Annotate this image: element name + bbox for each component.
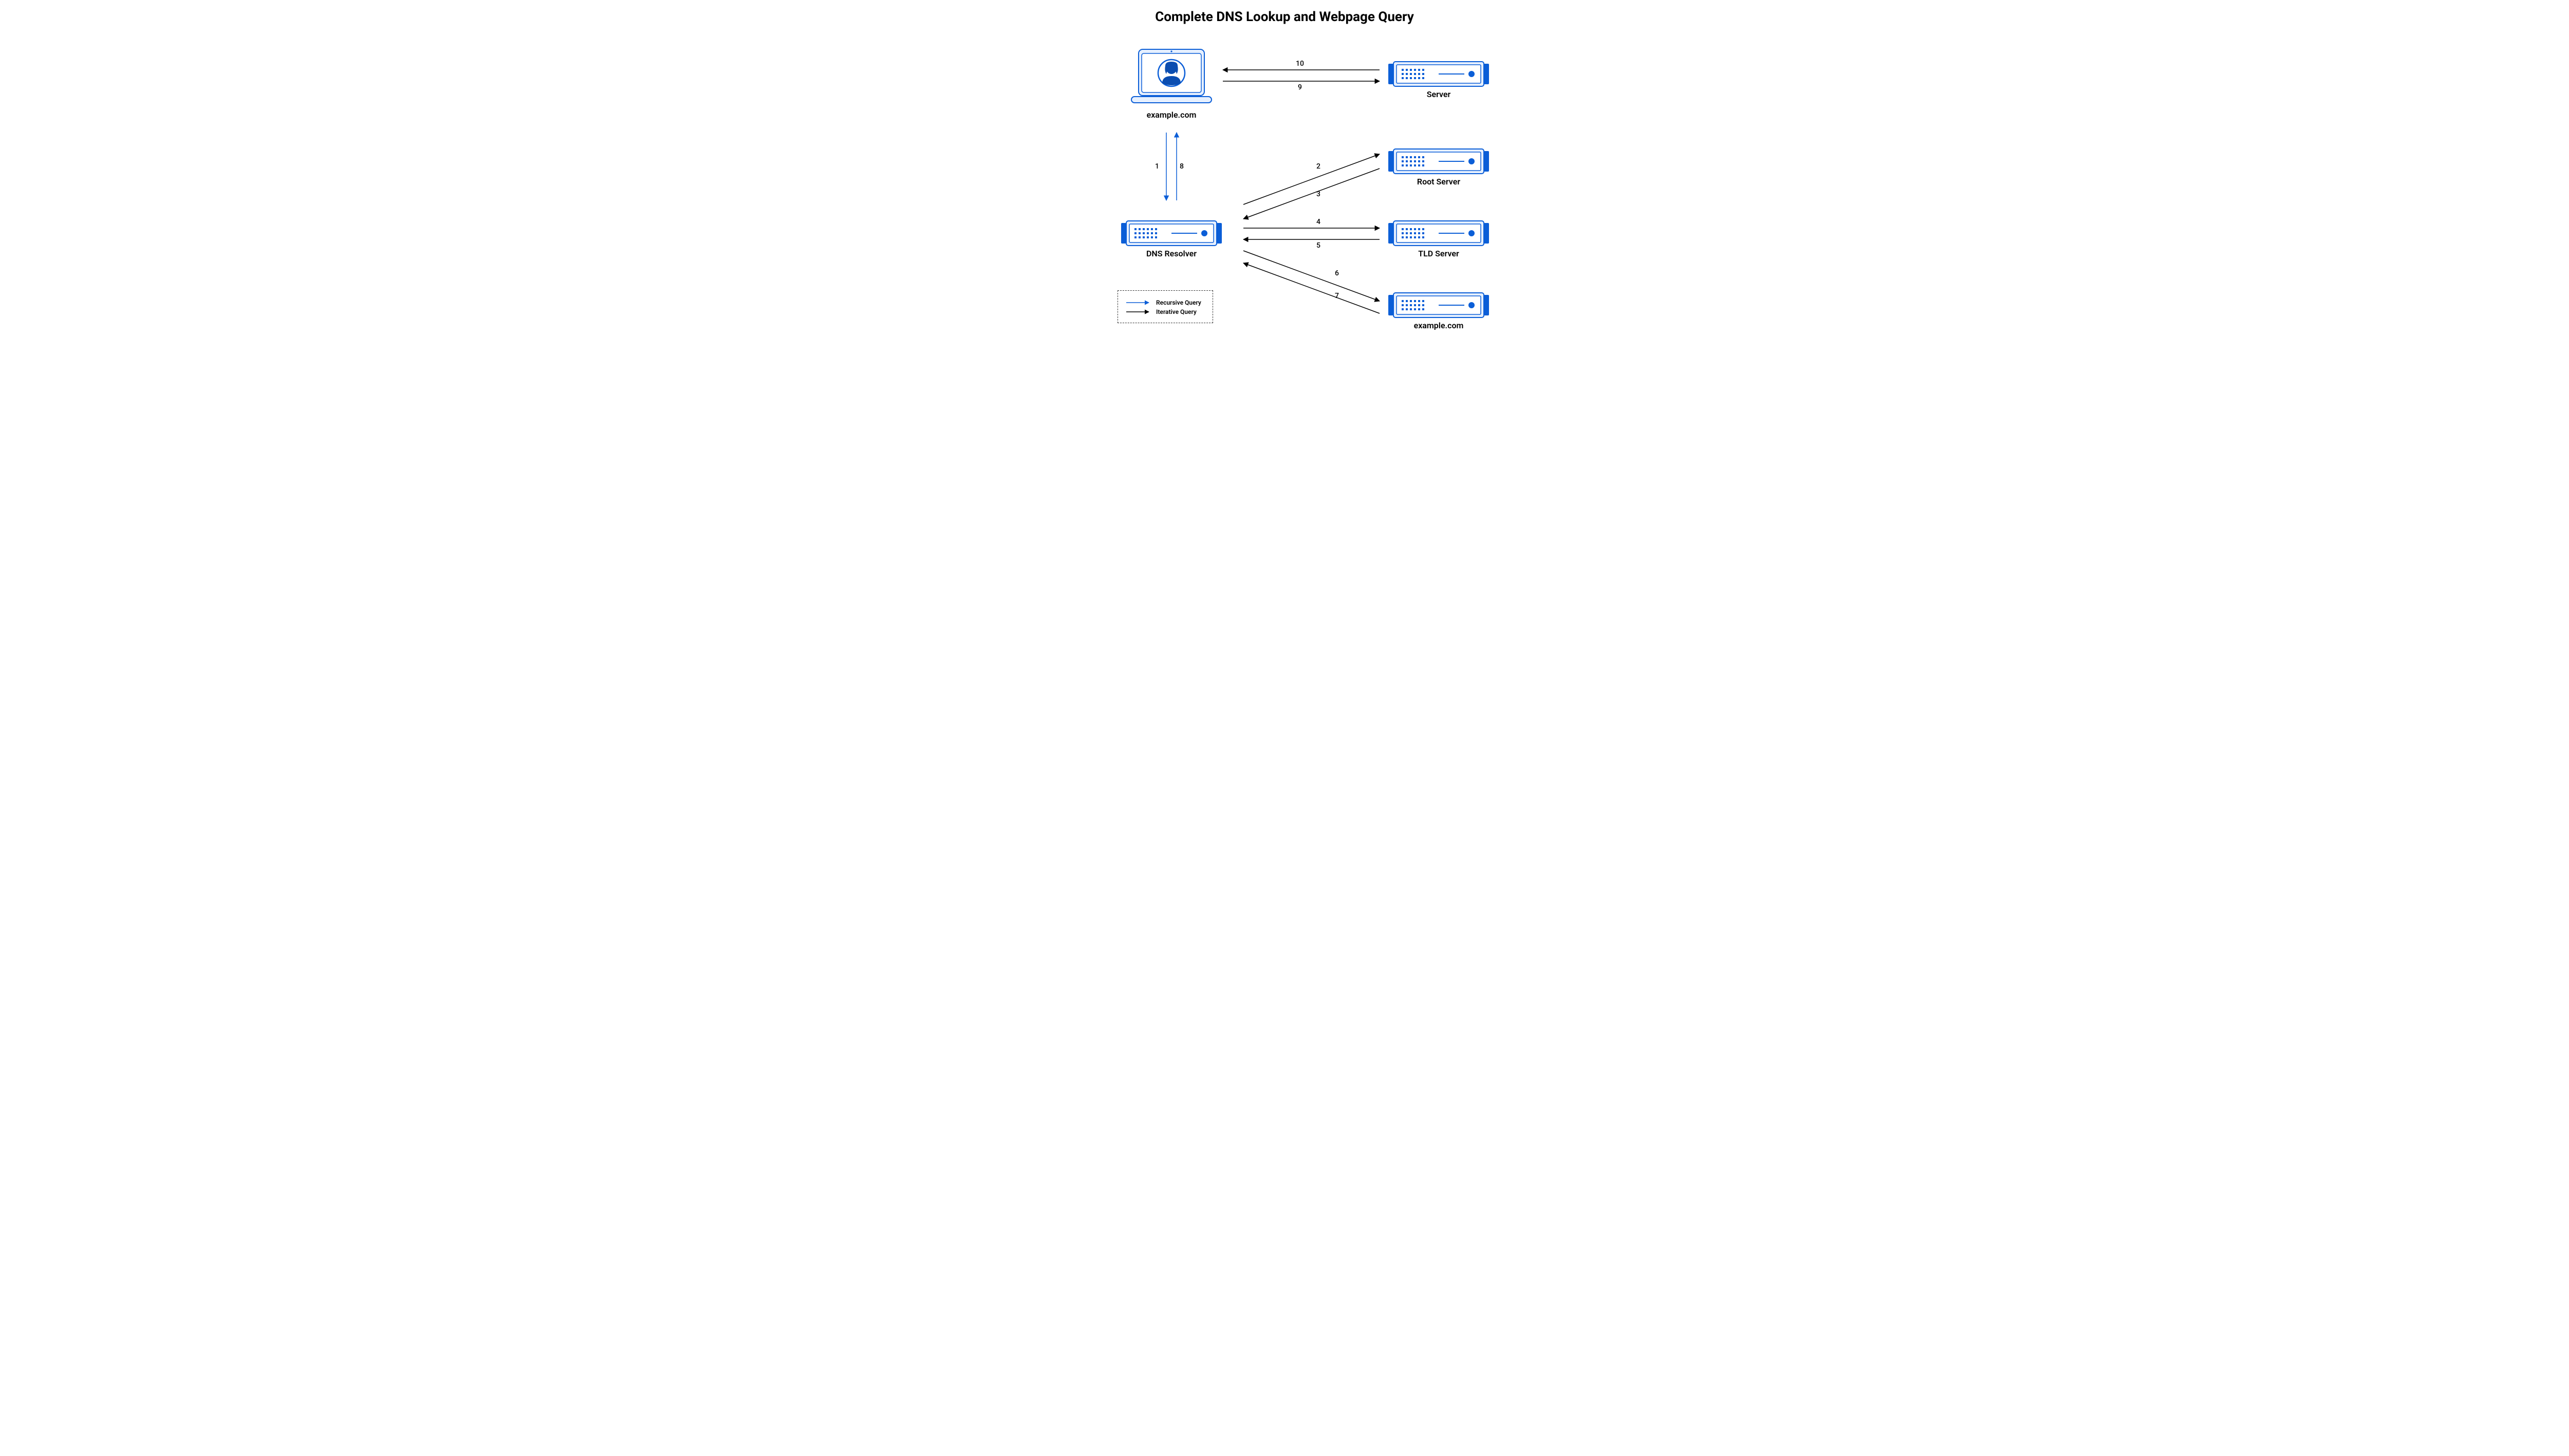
resolver-label: DNS Resolver [1120, 249, 1223, 258]
edge-label-4: 4 [1316, 218, 1320, 226]
legend-item-iterative: Iterative Query [1125, 308, 1201, 315]
edge-6 [1243, 251, 1380, 301]
web-server-label: Server [1387, 89, 1490, 99]
laptop-icon [1128, 47, 1215, 108]
edge-label-8: 8 [1180, 162, 1184, 171]
legend-arrow-iterative-icon [1125, 308, 1151, 315]
arrows-layer [915, 0, 1654, 370]
web-server-icon [1388, 61, 1489, 87]
edge-label-6: 6 [1335, 269, 1339, 277]
auth-server-label: example.com [1387, 321, 1490, 330]
root-server-label: Root Server [1387, 177, 1490, 186]
tld-server-label: TLD Server [1387, 249, 1490, 258]
edge-label-10: 10 [1296, 60, 1304, 68]
tld-server-icon [1388, 220, 1489, 247]
legend-label-recursive: Recursive Query [1156, 299, 1201, 306]
laptop-label: example.com [1120, 110, 1223, 120]
edge-2 [1243, 154, 1380, 204]
legend-arrow-recursive-icon [1125, 299, 1151, 306]
edge-label-5: 5 [1316, 241, 1320, 250]
edge-label-2: 2 [1316, 162, 1320, 171]
diagram-title: Complete DNS Lookup and Webpage Query [915, 9, 1654, 25]
edge-7 [1243, 263, 1380, 313]
authoritative-server-icon [1388, 292, 1489, 319]
edge-3 [1243, 169, 1380, 219]
edge-label-3: 3 [1316, 190, 1320, 198]
edge-label-1: 1 [1155, 162, 1159, 171]
edge-label-7: 7 [1335, 292, 1339, 300]
dns-resolver-icon [1121, 220, 1222, 247]
root-server-icon [1388, 148, 1489, 175]
legend: Recursive Query Iterative Query [1118, 290, 1213, 323]
legend-label-iterative: Iterative Query [1156, 308, 1197, 315]
edge-label-9: 9 [1298, 83, 1302, 91]
diagram-canvas: Complete DNS Lookup and Webpage Query [915, 0, 1654, 370]
legend-item-recursive: Recursive Query [1125, 299, 1201, 306]
